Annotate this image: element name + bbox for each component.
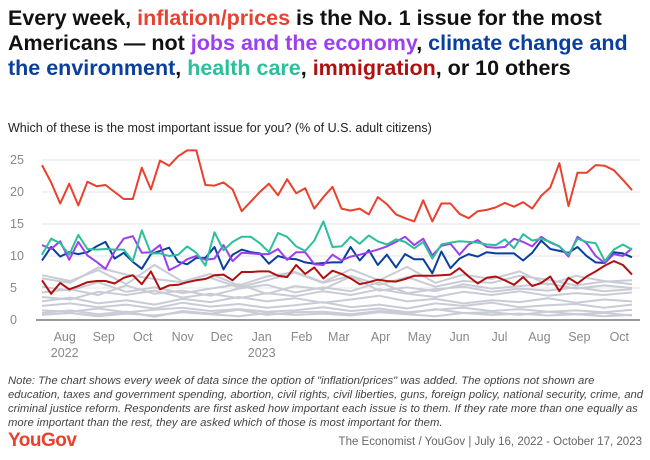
other-issue-line <box>41 306 633 314</box>
other-issue-line <box>41 288 633 301</box>
x-tick-label: Oct <box>610 330 630 344</box>
x-tick-label: Feb <box>291 330 313 344</box>
x-tick-label: Aug <box>528 330 550 344</box>
x-tick-label: May <box>408 330 432 344</box>
other-issue-line <box>41 294 633 306</box>
title-segment: , <box>300 56 313 80</box>
x-tick-label: Jan <box>252 330 272 344</box>
y-tick-label: 20 <box>10 185 24 199</box>
x-tick-label: Oct <box>133 330 153 344</box>
title-segment: , <box>175 56 188 80</box>
x-tick-year: 2022 <box>51 346 79 360</box>
title-segment: jobs and the economy <box>190 31 417 55</box>
yougov-logo: YouGov <box>8 430 77 451</box>
chart-title: Every week, inflation/prices is the No. … <box>8 6 648 81</box>
title-segment: inflation/prices <box>137 6 291 30</box>
x-tick-label: Aug <box>54 330 76 344</box>
other-issue-line <box>41 281 633 297</box>
x-tick-year: 2023 <box>248 346 276 360</box>
y-tick-label: 15 <box>10 217 24 231</box>
series-line-inflation-prices <box>41 149 633 223</box>
title-segment: , <box>416 31 429 55</box>
x-tick-label: Mar <box>328 330 350 344</box>
title-segment: is the No. 1 issue for the most American… <box>8 6 602 55</box>
title-segment: health care <box>187 56 301 80</box>
other-issue-line <box>41 301 633 310</box>
other-issue-line <box>41 264 633 287</box>
y-tick-label: 10 <box>10 249 24 263</box>
chart-subtitle: Which of these is the most important iss… <box>8 121 432 135</box>
y-tick-label: 25 <box>10 153 24 167</box>
x-tick-label: Jul <box>491 330 507 344</box>
chart-note: Note: The chart shows every week of data… <box>8 375 644 429</box>
source-line: The Economist / YouGov | July 16, 2022 -… <box>338 436 642 448</box>
title-segment: immigration <box>312 56 436 80</box>
title-segment: climate change and the environment <box>8 31 628 80</box>
series-line-health-care <box>41 220 633 267</box>
x-tick-label: Jun <box>449 330 469 344</box>
x-tick-label: Sep <box>568 330 590 344</box>
x-tick-label: Apr <box>371 330 390 344</box>
x-tick-label: Sep <box>93 330 115 344</box>
series-line-immigration <box>41 260 633 295</box>
line-chart: 0 5 10 15 20 25 Aug 2022 Sep Oct Nov Dec Jan 2023 Feb M… <box>10 149 640 360</box>
x-tick-label: Nov <box>172 330 195 344</box>
title-segment: , or 10 others <box>435 56 571 80</box>
other-issue-line <box>41 308 633 318</box>
series-line-climate-change-and-the-environment <box>41 239 633 275</box>
y-tick-label: 0 <box>10 313 17 327</box>
x-tick-label: Dec <box>211 330 233 344</box>
series-line-jobs-and-the-economy <box>41 235 633 272</box>
title-segment: Every week, <box>8 6 138 30</box>
y-tick-label: 5 <box>10 281 17 295</box>
